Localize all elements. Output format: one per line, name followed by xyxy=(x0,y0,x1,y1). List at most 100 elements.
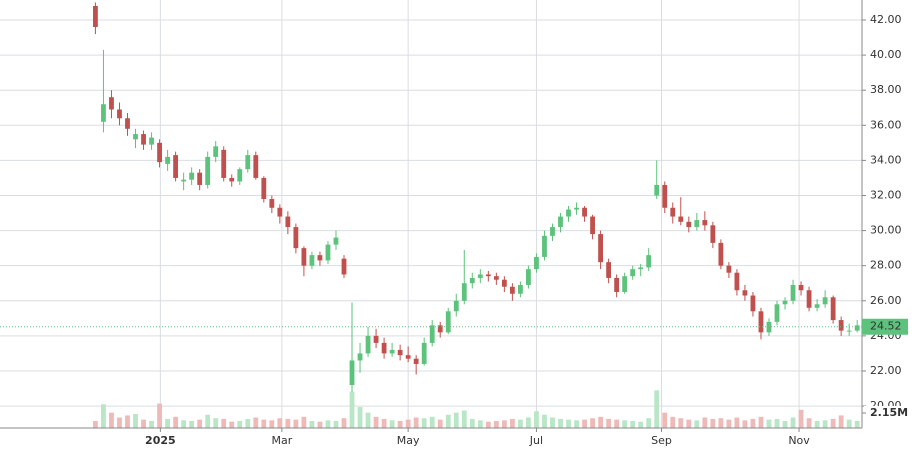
candle-body xyxy=(429,325,435,343)
volume-bar xyxy=(798,409,804,428)
candle-body xyxy=(846,330,852,332)
candle-body xyxy=(197,172,203,185)
volume-bar xyxy=(822,420,828,428)
volume-bar xyxy=(686,419,692,428)
candle-body xyxy=(445,311,451,333)
volume-bar xyxy=(349,391,355,428)
candle-body xyxy=(301,248,307,266)
candle-body xyxy=(518,284,523,294)
volume-bar xyxy=(133,414,138,428)
volume-bar xyxy=(269,420,275,428)
y-tick-label: 26.00 xyxy=(870,294,902,307)
y-tick-label: 38.00 xyxy=(870,83,902,96)
volume-bar xyxy=(726,419,732,428)
candle-body xyxy=(614,277,620,293)
candle-body xyxy=(133,134,138,140)
volume-bar xyxy=(165,418,170,428)
candle-body xyxy=(854,325,860,331)
volume-bar xyxy=(830,418,836,428)
volume-bar xyxy=(445,414,451,428)
volume-bar xyxy=(598,416,603,428)
volume-bar xyxy=(117,417,122,428)
volume-bar xyxy=(197,419,203,428)
volume-bar xyxy=(261,419,267,428)
volume-bar xyxy=(766,419,772,428)
x-tick-label: Jul xyxy=(529,434,543,447)
volume-bar xyxy=(381,418,387,428)
candle-body xyxy=(189,172,195,180)
volume-bar xyxy=(453,412,459,428)
volume-bar xyxy=(213,418,219,428)
candle-body xyxy=(349,360,355,386)
y-tick-label: 28.00 xyxy=(870,259,902,272)
volume-bar xyxy=(205,414,211,428)
volume-bar xyxy=(333,421,339,428)
volume-bar xyxy=(437,419,443,428)
candle-body xyxy=(782,300,788,305)
volume-bar xyxy=(461,410,467,428)
candle-body xyxy=(558,216,563,228)
volume-bar xyxy=(710,418,716,428)
volume-bar xyxy=(157,403,162,428)
candle-body xyxy=(213,146,219,157)
candle-body xyxy=(181,179,187,182)
candle-body xyxy=(341,258,347,275)
volume-bar xyxy=(734,417,740,428)
x-tick-label: Sep xyxy=(651,434,672,447)
volume-bar xyxy=(606,418,612,428)
candle-body xyxy=(662,184,668,208)
candle-body xyxy=(285,216,291,228)
volume-bar xyxy=(413,417,419,428)
volume-bar xyxy=(806,418,812,428)
candle-body xyxy=(598,234,603,263)
y-tick-label: 34.00 xyxy=(870,153,902,166)
volume-bar xyxy=(854,421,860,428)
y-tick-label: 22.00 xyxy=(870,364,902,377)
candle-body xyxy=(566,209,571,217)
x-tick-label: May xyxy=(397,434,420,447)
candle-body xyxy=(413,358,419,364)
volume-bar xyxy=(614,419,620,428)
candle-body xyxy=(678,216,684,222)
candle-body xyxy=(734,272,740,291)
candle-body xyxy=(333,237,339,245)
candle-body xyxy=(501,279,507,287)
volume-layer xyxy=(93,390,860,428)
volume-bar xyxy=(125,415,130,428)
candle-body xyxy=(325,244,331,261)
grid xyxy=(0,0,862,428)
candle-body xyxy=(702,220,708,226)
candle-body xyxy=(389,349,395,354)
candle-body xyxy=(157,142,162,163)
volume-bar xyxy=(678,418,684,428)
volume-bar xyxy=(285,418,291,428)
candle-body xyxy=(526,269,531,285)
volume-label-bg xyxy=(864,405,908,420)
candle-body xyxy=(686,221,692,228)
candle-body xyxy=(590,216,595,235)
candle-body xyxy=(742,290,748,296)
candle-body xyxy=(245,155,251,170)
volume-bar xyxy=(774,418,780,428)
volume-bar xyxy=(550,417,555,428)
candle-body xyxy=(534,256,539,270)
volume-bar xyxy=(469,418,475,428)
volume-bar xyxy=(742,420,748,428)
candle-body xyxy=(726,265,732,273)
candle-body xyxy=(493,276,499,280)
candle-body xyxy=(453,300,459,312)
volume-bar xyxy=(638,421,644,428)
candle-body xyxy=(461,283,467,301)
volume-bar xyxy=(493,421,499,428)
candle-body xyxy=(830,297,836,321)
candle-body xyxy=(93,5,98,28)
candle-body xyxy=(654,184,660,196)
candle-body xyxy=(381,342,387,354)
volume-bar xyxy=(782,421,788,428)
volume-bar xyxy=(790,417,796,428)
volume-bar xyxy=(630,421,636,428)
volume-bar xyxy=(221,418,227,428)
candle-body xyxy=(798,284,804,291)
